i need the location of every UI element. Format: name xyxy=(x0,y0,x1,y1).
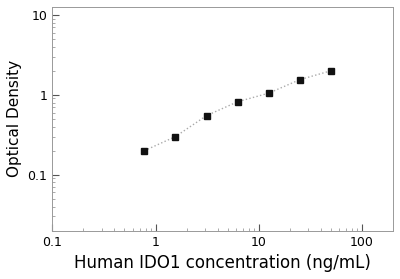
X-axis label: Human IDO1 concentration (ng/mL): Human IDO1 concentration (ng/mL) xyxy=(74,254,371,272)
Y-axis label: Optical Density: Optical Density xyxy=(7,60,22,177)
